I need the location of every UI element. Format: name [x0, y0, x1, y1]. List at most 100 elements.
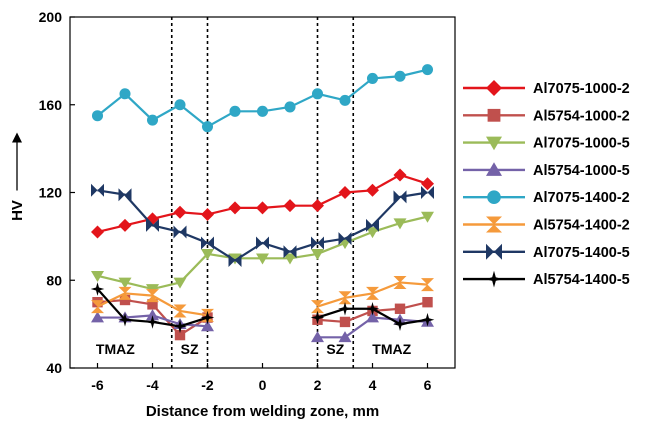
data-point: [256, 201, 269, 215]
data-point: [338, 291, 352, 305]
data-point: [487, 190, 501, 204]
legend-item: Al5754-1000-2: [463, 108, 630, 124]
data-point: [146, 289, 159, 303]
data-point: [229, 105, 241, 117]
data-point: [486, 243, 502, 260]
data-point: [394, 303, 406, 314]
data-point: [421, 64, 434, 76]
data-point: [91, 183, 104, 197]
zone-label: TMAZ: [372, 341, 411, 357]
data-point: [256, 105, 269, 117]
data-point: [420, 312, 435, 327]
data-point: [365, 301, 380, 316]
data-point: [228, 201, 242, 215]
data-point: [145, 315, 160, 329]
series-al5754-1400-2: [91, 275, 434, 322]
data-point: [118, 312, 132, 327]
data-point: [146, 309, 159, 321]
data-point: [421, 278, 434, 292]
data-point: [91, 225, 104, 239]
y-tick-label: 40: [46, 360, 62, 376]
data-point: [486, 136, 502, 151]
data-point: [284, 101, 296, 113]
x-tick-label: -2: [201, 377, 214, 393]
data-point: [487, 108, 501, 122]
data-point: [118, 188, 132, 202]
data-point: [311, 236, 324, 250]
data-point: [422, 296, 433, 308]
data-point: [339, 316, 351, 328]
data-point: [485, 270, 503, 288]
data-point: [338, 232, 352, 246]
x-tick-label: -4: [146, 377, 159, 393]
data-point: [146, 114, 159, 126]
data-point: [338, 331, 352, 343]
y-tick-label: 120: [39, 185, 63, 201]
y-tick-label: 160: [39, 97, 63, 113]
data-point: [118, 286, 132, 300]
data-point: [90, 282, 105, 296]
series-al7075-1400-5: [91, 183, 434, 268]
data-point: [256, 253, 269, 265]
series-al7075-1400-2: [91, 64, 434, 133]
data-point: [256, 236, 269, 250]
data-point: [393, 275, 407, 289]
zone-label: SZ: [326, 341, 344, 357]
y-axis-title: HV: [9, 200, 26, 221]
data-point: [201, 320, 214, 332]
data-point: [146, 218, 159, 232]
data-point: [310, 310, 325, 325]
legend-label: Al7075-1400-5: [533, 245, 630, 261]
legend-item: Al5754-1400-5: [463, 270, 630, 288]
y-tick-label: 200: [39, 9, 63, 25]
data-point: [173, 277, 187, 289]
data-point: [228, 254, 242, 268]
data-point: [118, 218, 132, 232]
zone-label: SZ: [181, 341, 199, 357]
data-point: [173, 319, 187, 334]
legend-label: Al5754-1000-2: [533, 108, 630, 124]
data-point: [311, 249, 324, 261]
data-point: [366, 286, 379, 300]
data-point: [486, 80, 502, 96]
data-point: [366, 218, 379, 232]
legend-item: Al5754-1000-5: [463, 162, 630, 179]
data-point: [119, 294, 131, 306]
legend: Al7075-1000-2 Al5754-1000-2 Al7075-1000-5 A…: [463, 80, 630, 288]
series-al7075-1000-5: [91, 211, 434, 296]
data-point: [201, 121, 214, 133]
x-tick-label: 4: [369, 377, 377, 393]
data-point: [91, 110, 104, 122]
legend-item: Al7075-1000-5: [463, 136, 630, 152]
data-point: [119, 88, 131, 100]
data-point: [486, 216, 502, 233]
x-tick-label: -6: [91, 377, 104, 393]
legend-label: Al5754-1400-2: [533, 218, 630, 234]
data-point: [173, 304, 187, 318]
x-tick-label: 0: [259, 377, 267, 393]
data-point: [283, 253, 297, 265]
data-point: [421, 186, 434, 199]
data-point: [421, 177, 434, 191]
data-point: [311, 199, 324, 213]
data-point: [366, 311, 379, 323]
data-point: [91, 270, 104, 283]
data-point: [311, 300, 324, 314]
data-point: [91, 311, 104, 323]
data-point: [338, 186, 352, 199]
x-tick-label: 6: [424, 377, 432, 393]
legend-item: Al7075-1400-5: [463, 243, 630, 261]
data-point: [174, 329, 186, 341]
data-point: [118, 277, 132, 289]
data-point: [393, 168, 407, 182]
legend-label: Al5754-1000-5: [533, 163, 630, 179]
zone-label: TMAZ: [96, 341, 135, 357]
data-point: [173, 225, 187, 239]
data-point: [366, 227, 379, 239]
y-axis-arrow-head: [12, 132, 22, 143]
data-point: [366, 72, 379, 84]
x-axis-title: Distance from welding zone, mm: [146, 403, 379, 420]
data-point: [283, 199, 297, 213]
data-point: [228, 253, 242, 265]
legend-label: Al7075-1000-2: [533, 81, 630, 97]
